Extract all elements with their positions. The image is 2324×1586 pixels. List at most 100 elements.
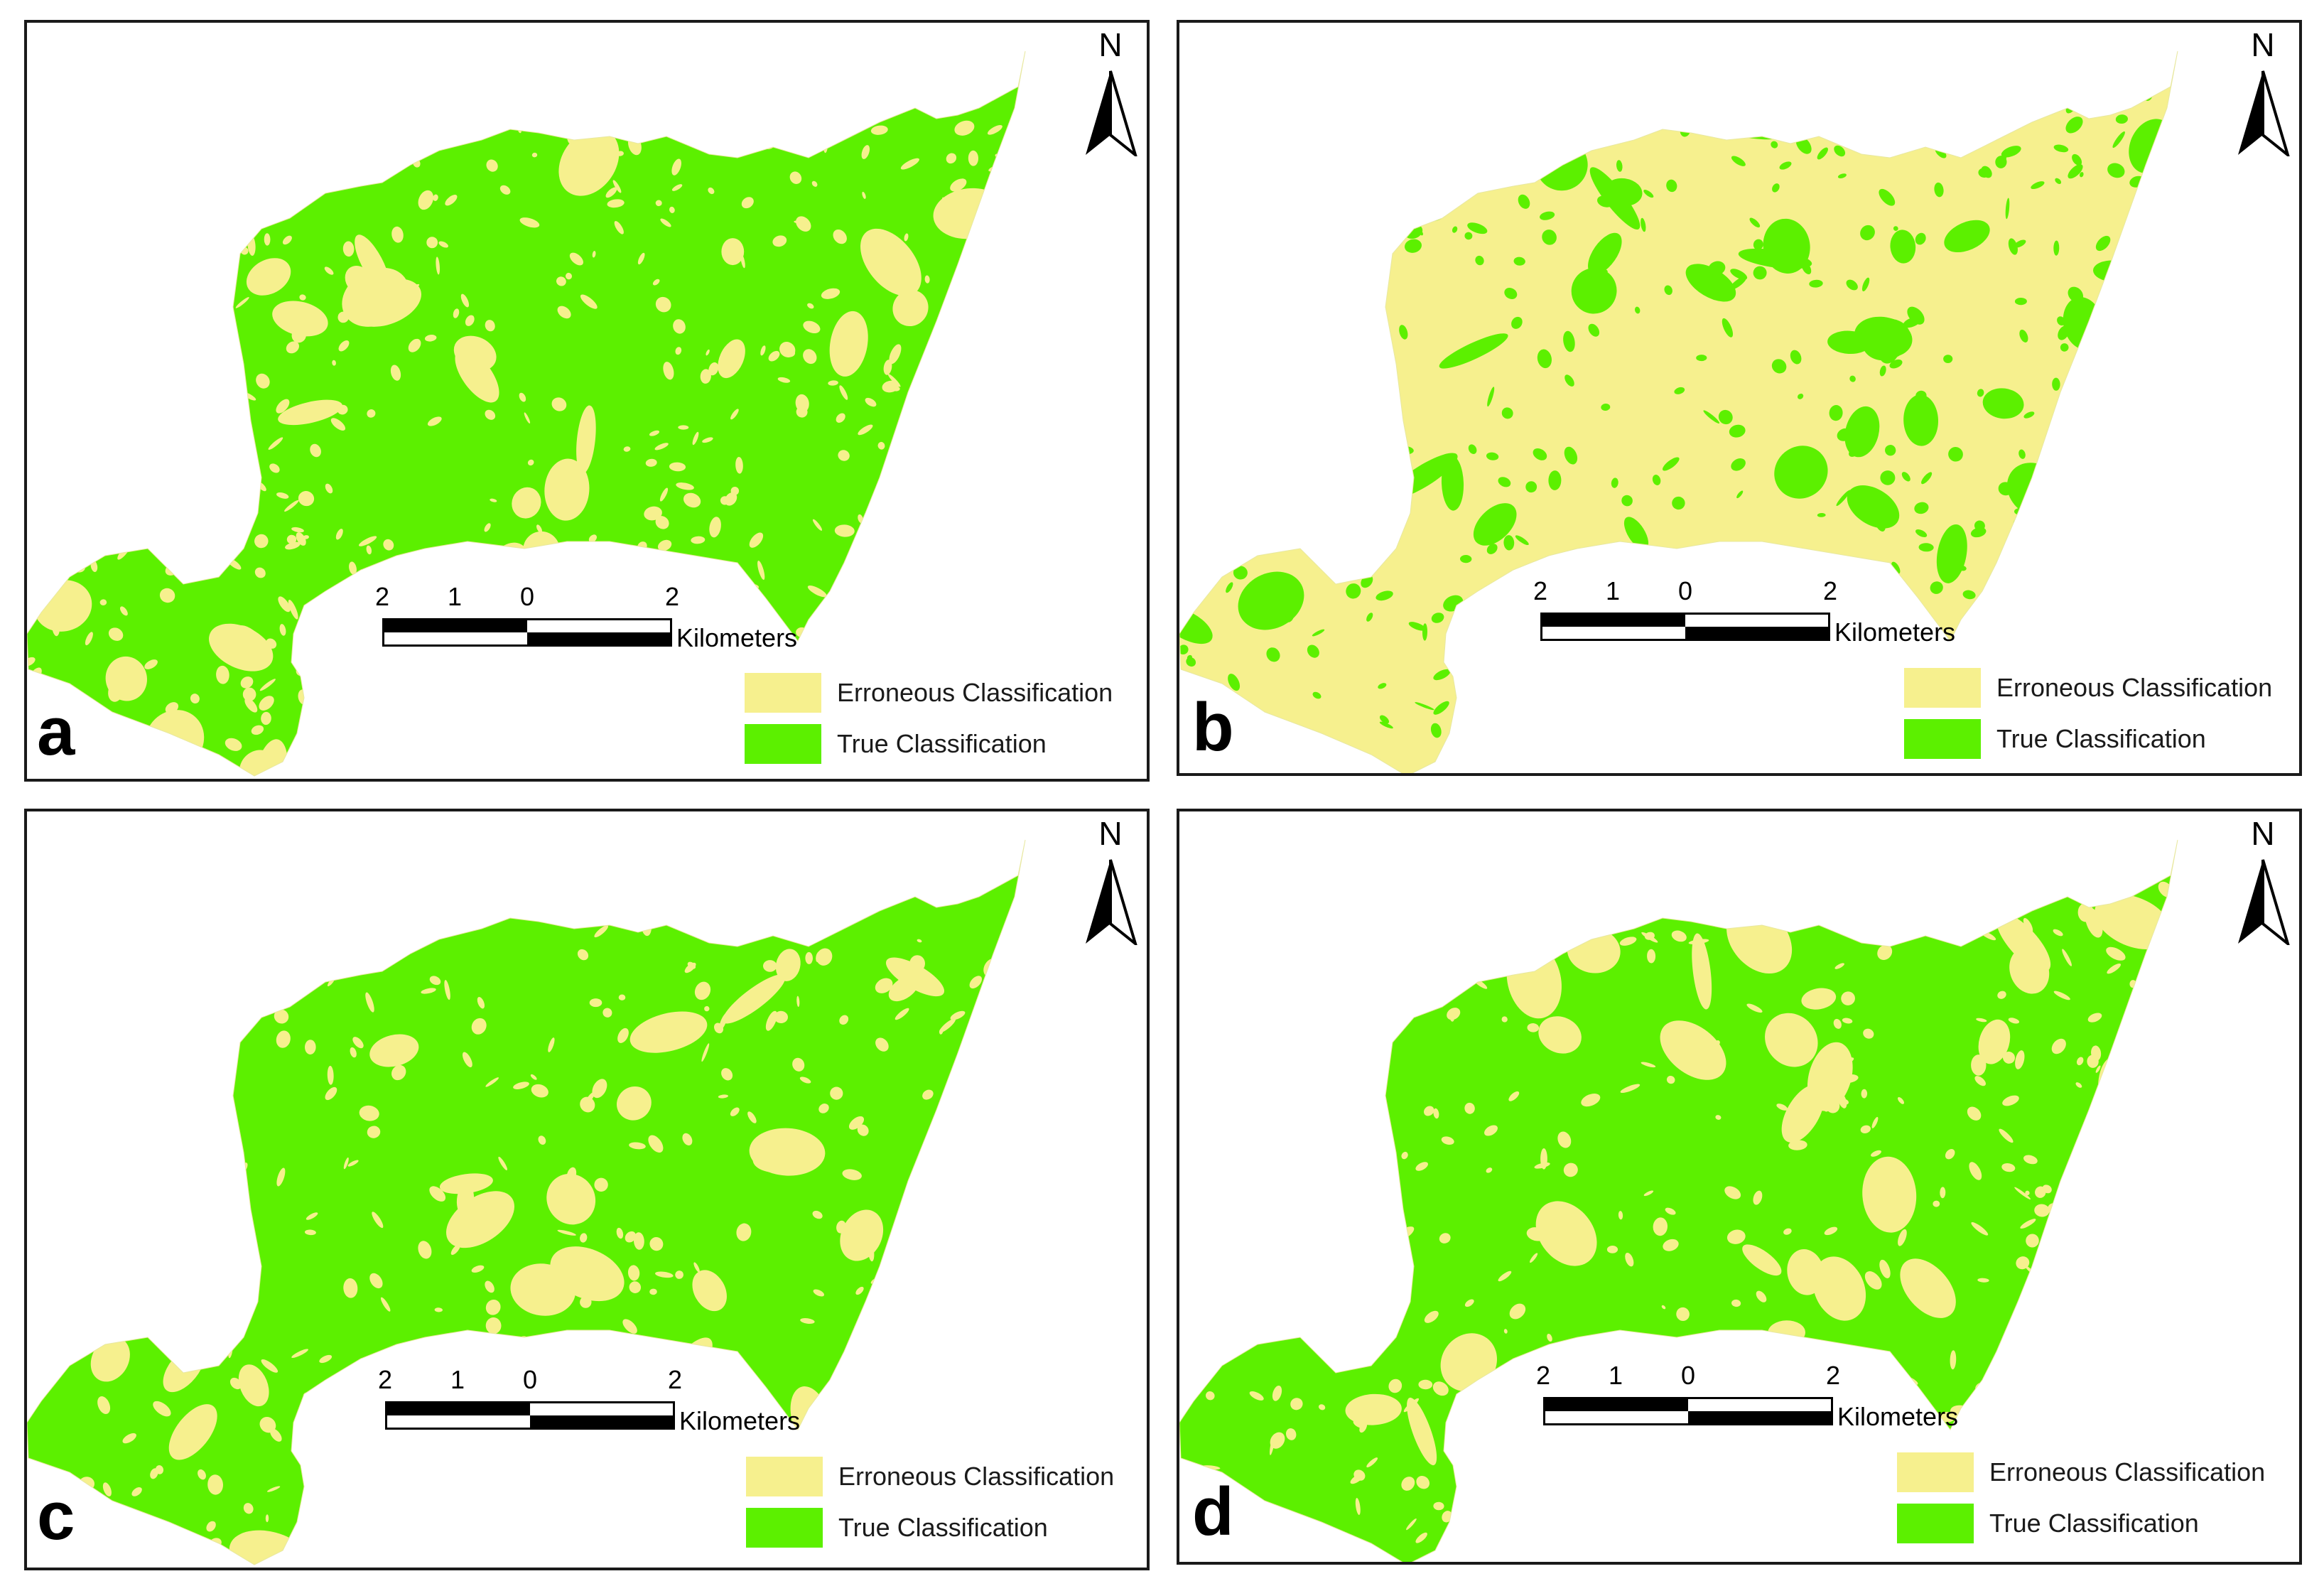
legend-label: Erroneous Classification xyxy=(838,1462,1115,1491)
classification-patch xyxy=(171,401,179,418)
classification-patch xyxy=(151,225,166,242)
north-arrow: N xyxy=(1079,817,1142,945)
classification-patch xyxy=(134,158,146,172)
classification-patch xyxy=(434,1307,443,1312)
classification-patch xyxy=(2085,431,2099,450)
classification-patch xyxy=(121,197,129,207)
classification-patch xyxy=(1838,1447,1847,1457)
classification-patch xyxy=(557,1229,576,1236)
classification-patch xyxy=(217,390,223,411)
classification-patch xyxy=(416,78,425,95)
classification-patch xyxy=(922,1183,931,1199)
classification-patch xyxy=(1606,1245,1618,1253)
classification-patch xyxy=(772,235,787,247)
classification-patch xyxy=(1547,1333,1552,1342)
classification-patch xyxy=(654,443,669,451)
classification-patch xyxy=(1921,472,1933,485)
classification-patch xyxy=(1503,535,1515,551)
classification-patch xyxy=(266,1486,281,1492)
classification-patch xyxy=(1305,463,1316,470)
classification-patch xyxy=(406,841,419,847)
classification-patch xyxy=(405,1451,413,1457)
classification-patch xyxy=(269,463,280,473)
classification-patch xyxy=(380,1297,391,1312)
classification-patch xyxy=(644,506,662,521)
classification-patch xyxy=(697,744,708,755)
study-area-boundary xyxy=(1179,50,2178,773)
classification-patch xyxy=(1473,54,1488,98)
classification-patch xyxy=(718,339,745,379)
classification-patch xyxy=(310,757,315,763)
classification-patch xyxy=(701,704,713,716)
classification-patch xyxy=(671,184,683,191)
classification-patch xyxy=(498,1156,508,1170)
classification-patch xyxy=(75,167,87,178)
scale-bar: 2 1 0 2 Kilometers xyxy=(1536,1361,1958,1441)
classification-patch xyxy=(807,303,814,309)
classification-patch xyxy=(629,1142,646,1150)
classification-patch xyxy=(330,418,346,431)
classification-patch xyxy=(784,1133,792,1143)
classification-patch xyxy=(2097,1543,2110,1552)
classification-patch xyxy=(1587,875,1593,884)
classification-patch xyxy=(645,458,657,467)
classification-patch xyxy=(367,409,376,418)
classification-patch xyxy=(284,929,297,942)
classification-patch xyxy=(418,1241,432,1259)
classification-patch xyxy=(450,1244,461,1256)
classification-patch xyxy=(2026,1234,2039,1248)
classification-patch xyxy=(144,659,158,669)
classification-patch xyxy=(1833,1018,1842,1029)
classification-patch xyxy=(141,1072,176,1126)
classification-patch xyxy=(1378,1132,1384,1138)
classification-patch xyxy=(462,51,469,60)
classification-patch xyxy=(1276,1155,1292,1168)
classification-patch xyxy=(883,478,897,490)
classification-patch xyxy=(310,1417,324,1433)
classification-patch xyxy=(276,1167,286,1187)
classification-patch xyxy=(2055,178,2062,184)
classification-patch xyxy=(1486,452,1499,460)
classification-patch xyxy=(2134,1273,2152,1280)
classification-patch xyxy=(1334,988,1344,1000)
classification-patch xyxy=(1891,561,1901,574)
classification-patch xyxy=(1416,1475,1430,1489)
map-panel-c: N 2 1 0 2 Kilometers Erroneous Classific… xyxy=(24,809,1150,1570)
classification-patch xyxy=(1901,472,1910,482)
classification-patch xyxy=(1179,607,1213,644)
classification-patch xyxy=(198,258,210,274)
classification-patch xyxy=(1474,1509,1485,1525)
classification-patch xyxy=(970,778,982,782)
classification-patch xyxy=(490,670,504,685)
classification-patch xyxy=(2164,1165,2176,1176)
scale-tick: 2 xyxy=(1825,1361,1841,1390)
classification-patch xyxy=(279,624,286,636)
classification-patch xyxy=(1179,644,1189,655)
classification-patch xyxy=(225,450,234,456)
scale-bar: 2 1 0 2 Kilometers xyxy=(378,1367,800,1445)
classification-patch xyxy=(229,1210,249,1224)
classification-patch xyxy=(231,1312,249,1325)
classification-patch xyxy=(2053,144,2069,153)
classification-patch xyxy=(2047,1226,2055,1240)
classification-patch xyxy=(1563,330,1575,352)
classification-patch xyxy=(252,840,260,854)
classification-patch xyxy=(1216,1050,1260,1093)
classification-patch xyxy=(979,1340,990,1350)
classification-patch xyxy=(57,1045,67,1053)
classification-patch xyxy=(2116,360,2128,378)
classification-patch xyxy=(868,1335,875,1342)
classification-patch xyxy=(839,1015,849,1025)
classification-patch xyxy=(1000,516,1007,531)
classification-patch xyxy=(565,552,573,561)
classification-patch xyxy=(283,109,338,163)
classification-patch xyxy=(129,421,146,437)
classification-patch xyxy=(917,939,922,943)
classification-patch xyxy=(1943,355,1953,364)
classification-patch xyxy=(240,918,256,927)
classification-patch xyxy=(174,514,184,523)
classification-patch xyxy=(1024,1286,1025,1300)
classification-patch xyxy=(968,539,975,546)
classification-patch xyxy=(128,369,141,383)
classification-patch xyxy=(521,1527,532,1539)
